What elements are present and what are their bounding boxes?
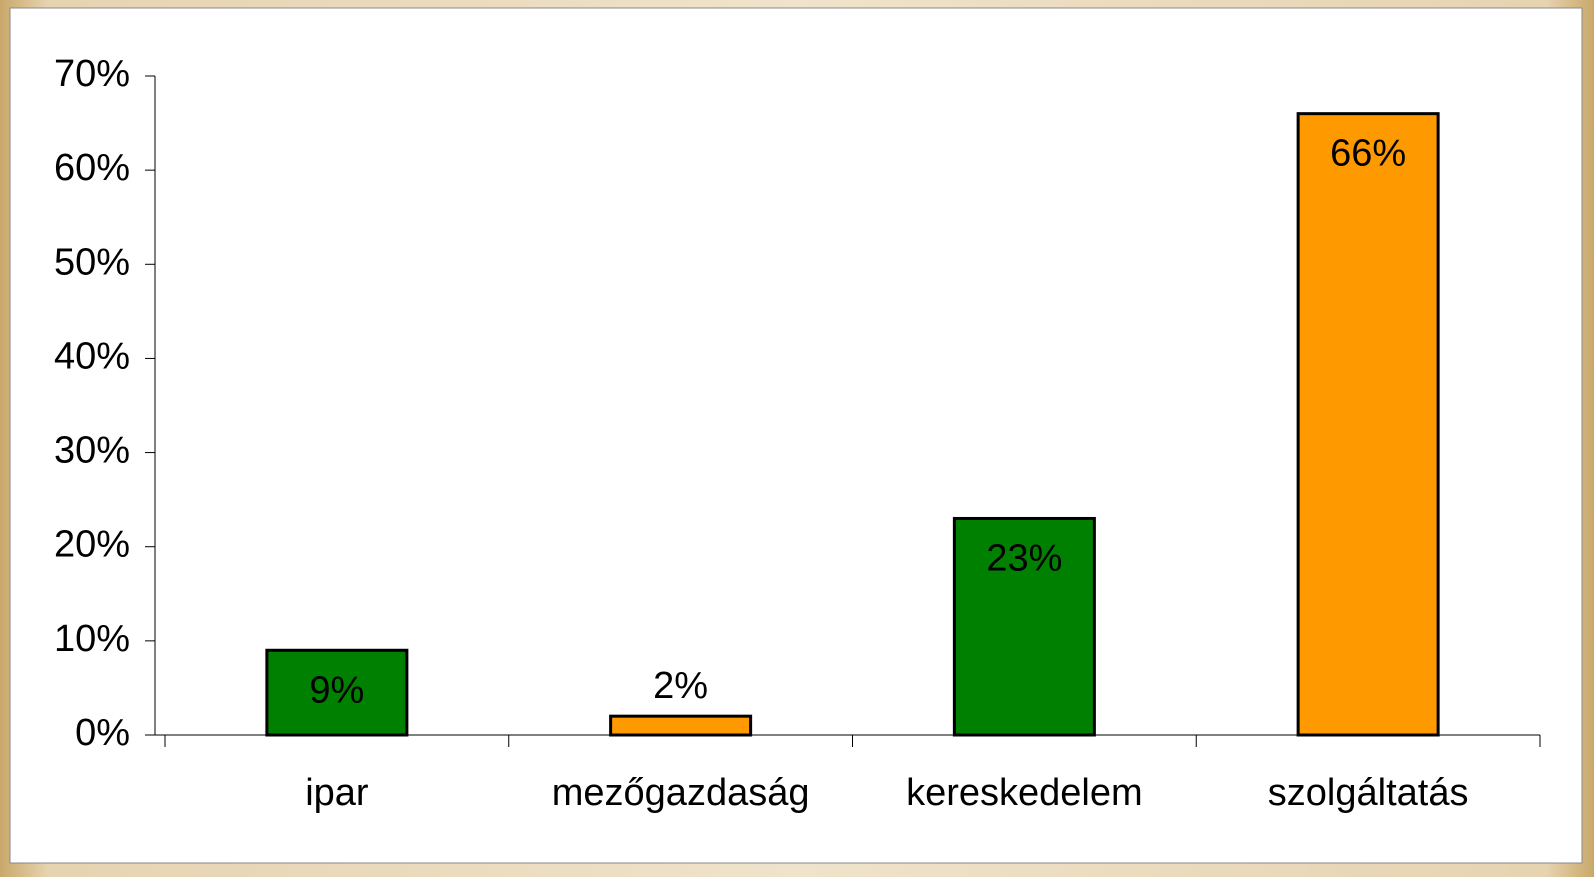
y-tick-label: 20% xyxy=(54,524,130,566)
y-tick-label: 10% xyxy=(54,618,130,660)
bar xyxy=(265,648,409,737)
bar xyxy=(609,714,753,737)
y-tick-label: 40% xyxy=(54,335,130,377)
x-tick-label: ipar xyxy=(305,772,369,814)
bar xyxy=(952,516,1096,737)
y-tick-label: 30% xyxy=(54,430,130,472)
value-label: 9% xyxy=(309,669,364,711)
x-tick-label: szolgáltatás xyxy=(1268,772,1469,814)
value-label: 2% xyxy=(653,665,708,707)
y-tick-label: 70% xyxy=(54,53,130,95)
x-tick-label: kereskedelem xyxy=(906,772,1143,814)
y-tick-label: 50% xyxy=(54,241,130,283)
x-tick-label: mezőgazdaság xyxy=(552,772,810,814)
value-label: 66% xyxy=(1330,133,1406,175)
value-label: 23% xyxy=(986,538,1062,580)
y-tick-label: 60% xyxy=(54,147,130,189)
y-tick-label: 0% xyxy=(75,712,130,754)
bar xyxy=(1296,112,1440,737)
